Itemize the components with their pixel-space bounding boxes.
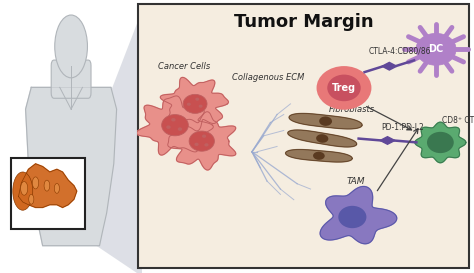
Text: DC: DC (428, 44, 444, 54)
Circle shape (55, 183, 59, 193)
Text: Cancer Cells: Cancer Cells (158, 62, 210, 71)
Text: Tumor Margin: Tumor Margin (234, 13, 374, 31)
Circle shape (204, 143, 209, 147)
Ellipse shape (316, 134, 328, 143)
Polygon shape (320, 186, 397, 244)
FancyBboxPatch shape (11, 158, 85, 229)
Text: TAM: TAM (346, 177, 365, 186)
Polygon shape (415, 122, 466, 163)
Circle shape (166, 125, 171, 129)
Polygon shape (160, 78, 228, 131)
Circle shape (29, 194, 34, 204)
Circle shape (189, 131, 214, 151)
Circle shape (338, 206, 366, 228)
Polygon shape (137, 96, 213, 155)
Text: Collagenous ECM: Collagenous ECM (232, 73, 304, 82)
Polygon shape (168, 112, 236, 170)
Circle shape (13, 172, 33, 210)
Circle shape (195, 98, 199, 101)
Polygon shape (18, 164, 77, 207)
Text: CD8⁺ CTL: CD8⁺ CTL (442, 116, 474, 125)
Text: PD-1:PD-L2: PD-1:PD-L2 (381, 123, 424, 132)
FancyBboxPatch shape (138, 4, 469, 268)
Polygon shape (380, 137, 395, 144)
Circle shape (32, 177, 39, 189)
Circle shape (55, 15, 87, 78)
Text: Fibroblasts: Fibroblasts (329, 105, 375, 114)
Polygon shape (382, 63, 397, 70)
Circle shape (194, 143, 199, 146)
Circle shape (162, 115, 188, 136)
Polygon shape (289, 114, 362, 129)
Circle shape (187, 103, 191, 106)
Polygon shape (288, 130, 356, 147)
Ellipse shape (313, 152, 325, 160)
Polygon shape (286, 150, 352, 162)
Text: CTLA-4:CD80/86: CTLA-4:CD80/86 (369, 47, 432, 56)
Ellipse shape (319, 117, 332, 126)
Circle shape (327, 75, 361, 101)
Circle shape (416, 33, 456, 65)
Polygon shape (88, 3, 145, 273)
Circle shape (183, 94, 207, 113)
Circle shape (171, 118, 176, 121)
Circle shape (44, 180, 50, 191)
Circle shape (178, 127, 182, 131)
Text: Treg: Treg (332, 83, 356, 93)
Polygon shape (26, 87, 117, 246)
FancyBboxPatch shape (51, 60, 91, 98)
Circle shape (199, 105, 202, 108)
Circle shape (317, 66, 372, 110)
Circle shape (21, 182, 27, 195)
Circle shape (427, 132, 454, 153)
Circle shape (202, 135, 206, 138)
